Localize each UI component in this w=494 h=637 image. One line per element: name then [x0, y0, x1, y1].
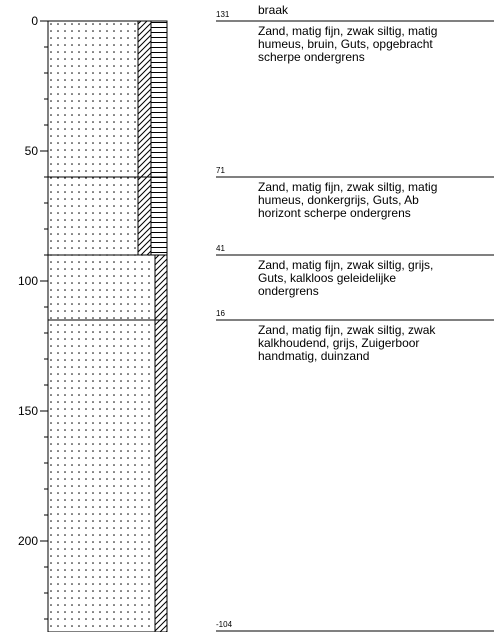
layer-description: Zand, matig fijn, zwak siltig, matig — [258, 180, 437, 194]
elevation-label: 71 — [216, 166, 225, 175]
layer-description: Zand, matig fijn, zwak siltig, grijs, — [258, 258, 433, 272]
elevation-label: 41 — [216, 244, 225, 253]
page: braak Zand, matig fijn, zwak siltig, mat… — [0, 0, 494, 637]
hatch-pattern — [155, 320, 167, 632]
hatch-pattern — [155, 255, 167, 320]
hatch-pattern — [138, 177, 151, 255]
elevation-label: 16 — [216, 309, 225, 318]
y-tick-label: 100 — [18, 274, 38, 288]
land-use: braak — [258, 3, 289, 17]
y-tick-label: 200 — [18, 534, 38, 548]
humus-pattern — [151, 177, 167, 255]
layer-description: Guts, kalkloos geleidelijke — [258, 271, 396, 285]
hatch-pattern — [138, 21, 151, 177]
y-tick-label: 0 — [31, 14, 38, 28]
sand-pattern — [48, 255, 155, 320]
layer-description: handmatig, duinzand — [258, 349, 369, 363]
borehole-log: braak Zand, matig fijn, zwak siltig, mat… — [0, 0, 494, 632]
y-tick-label: 150 — [18, 404, 38, 418]
sand-pattern — [48, 320, 155, 632]
layer-description: kalkhoudend, grijs, Zuigerboor — [258, 336, 419, 350]
humus-pattern — [151, 21, 167, 177]
sand-pattern — [48, 177, 138, 255]
layer-description: Zand, matig fijn, zwak siltig, zwak — [258, 323, 436, 337]
layer-description: horizont scherpe ondergrens — [258, 206, 411, 220]
layer-description: ondergrens — [258, 284, 319, 298]
layer-description: Zand, matig fijn, zwak siltig, matig — [258, 24, 437, 38]
elevation-label: -104 — [216, 620, 233, 629]
layer-description: humeus, donkergrijs, Guts, Ab — [258, 193, 419, 207]
layer-description: humeus, bruin, Guts, opgebracht — [258, 37, 433, 51]
y-tick-label: 50 — [25, 144, 39, 158]
elevation-label: 131 — [216, 10, 230, 19]
layer-description: scherpe ondergrens — [258, 50, 365, 64]
sand-pattern — [48, 21, 138, 177]
